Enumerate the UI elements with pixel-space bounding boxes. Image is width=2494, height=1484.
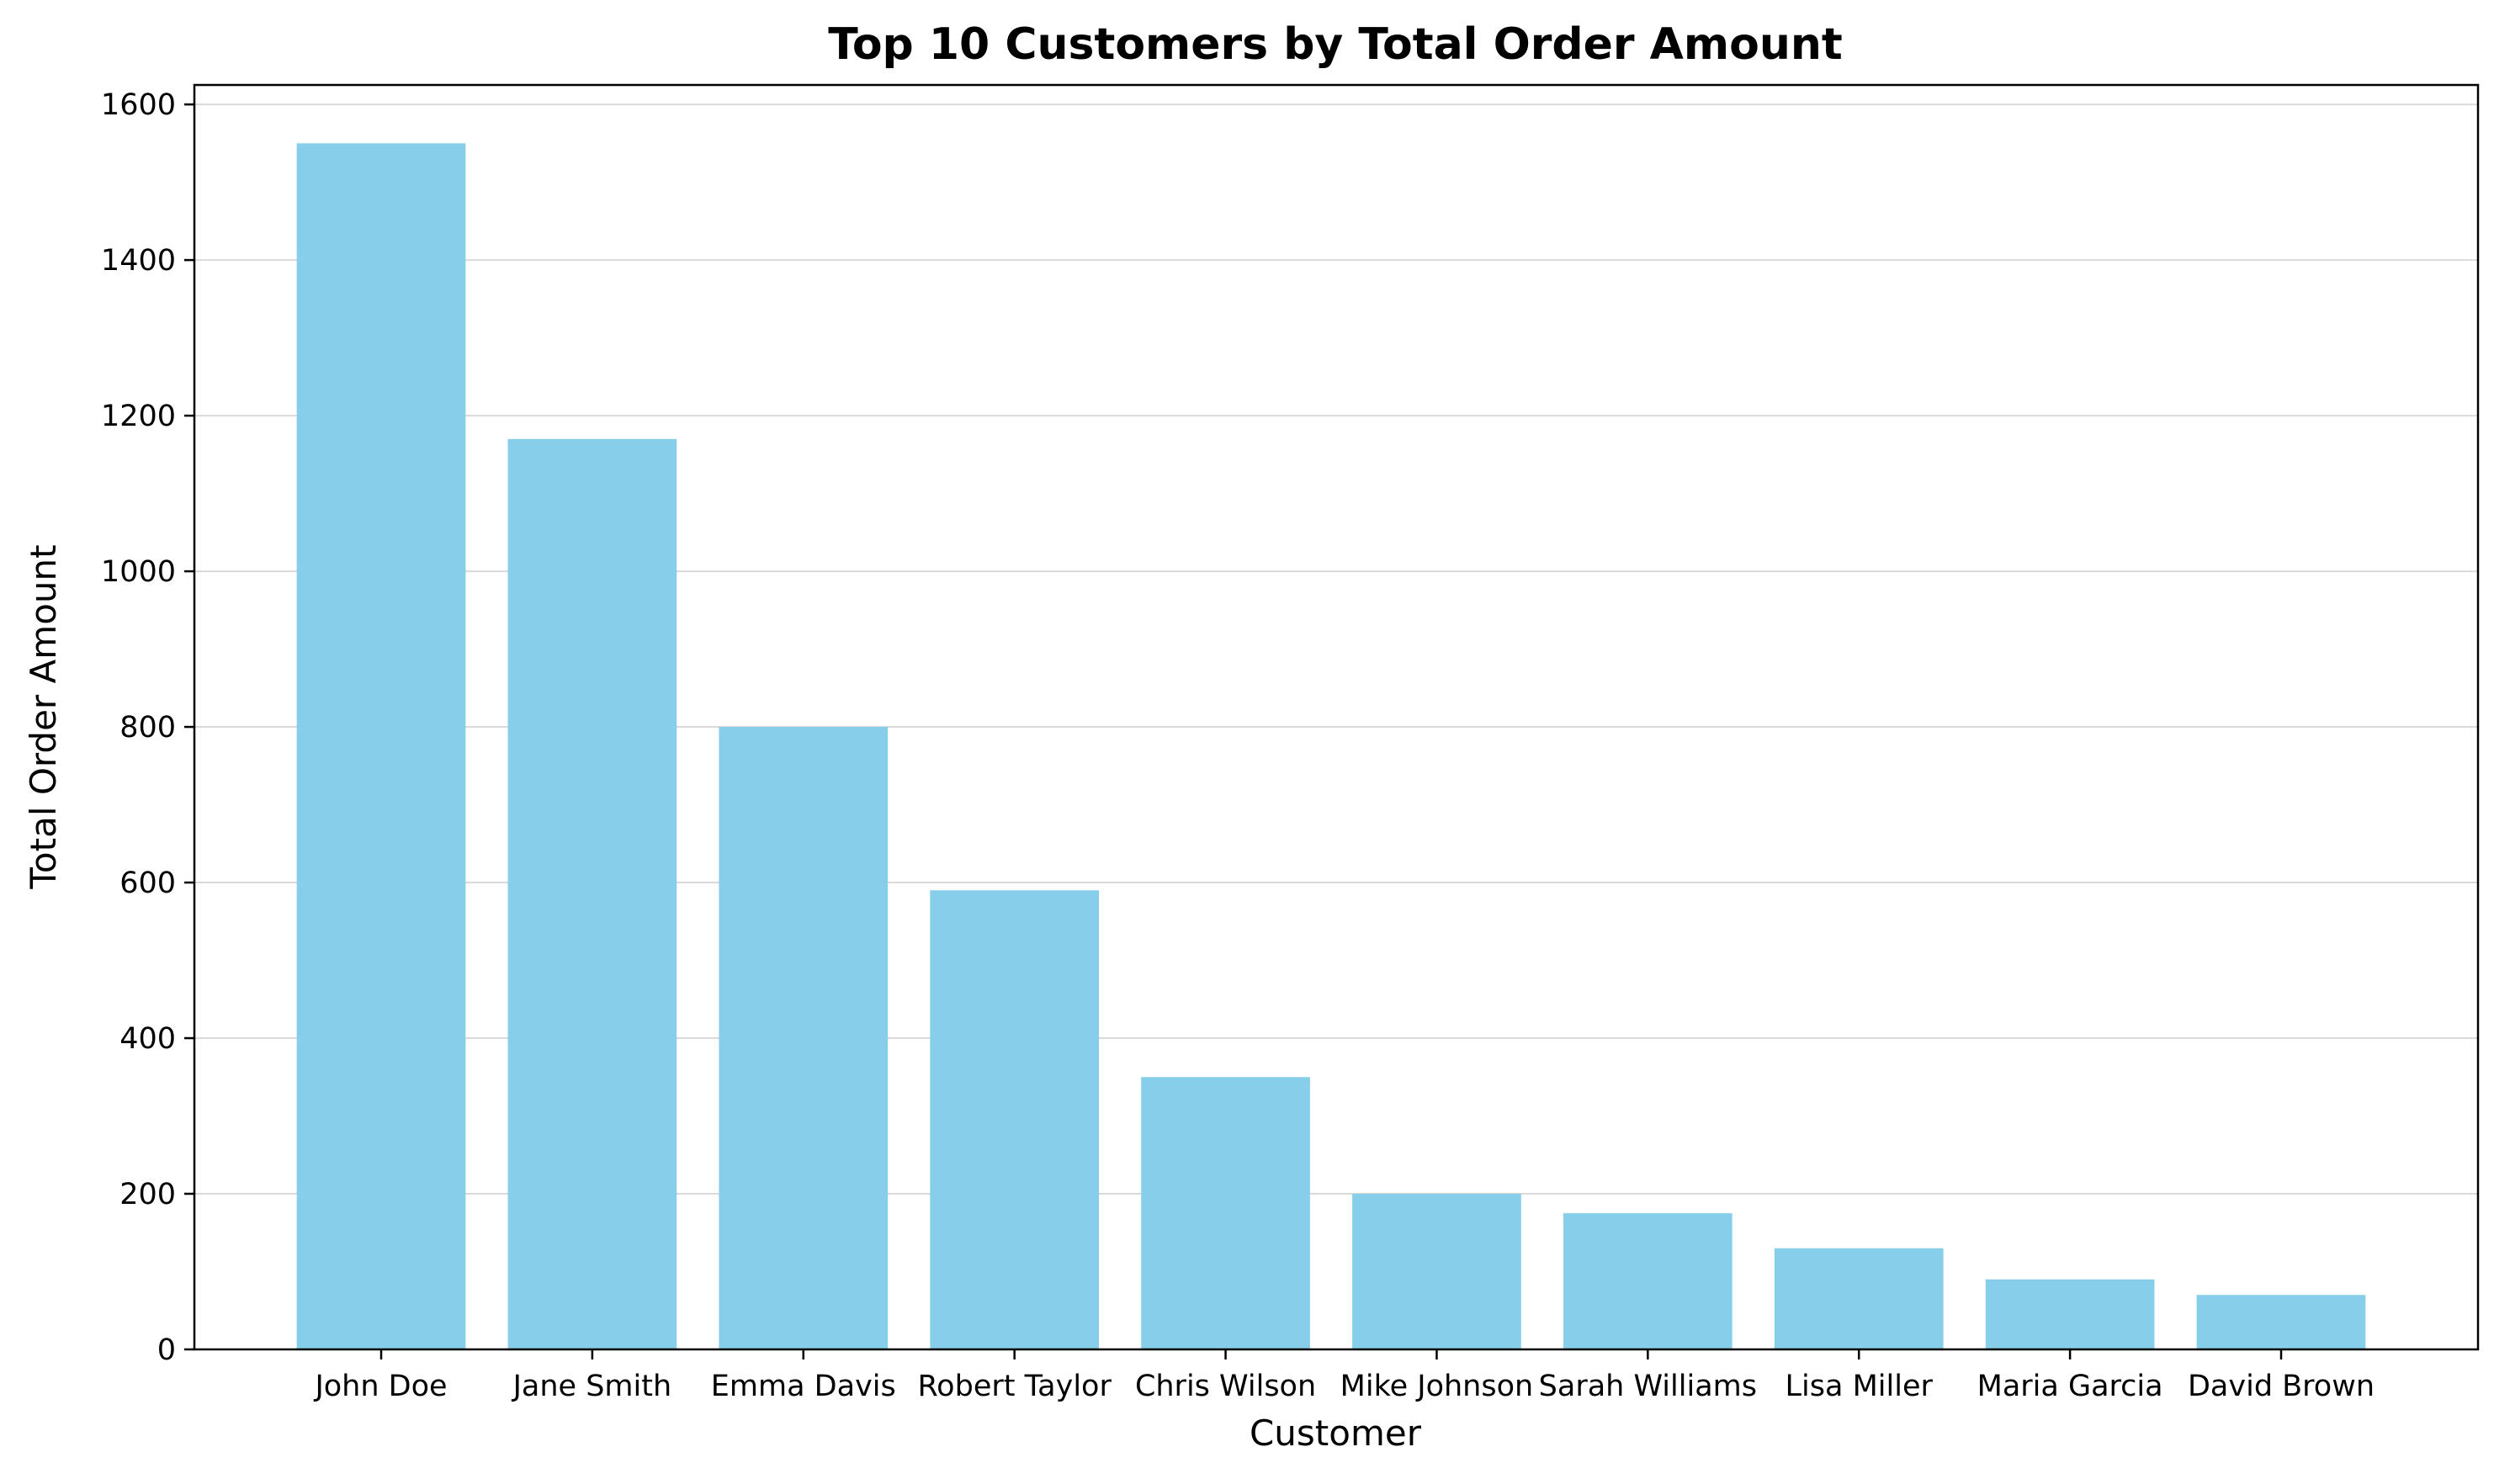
bars xyxy=(296,143,2366,1349)
bar-9 xyxy=(2196,1295,2366,1349)
x-axis-label: Customer xyxy=(1250,1412,1422,1454)
y-tick-label-5: 1000 xyxy=(101,555,176,589)
y-tick-label-7: 1400 xyxy=(101,244,176,278)
x-axis-ticks: John Doe Jane Smith Emma Davis Robert Taylo… xyxy=(313,1349,2375,1403)
x-tick-label-4: Chris Wilson xyxy=(1135,1370,1316,1403)
x-tick-label-1: Jane Smith xyxy=(512,1370,672,1403)
y-tick-label-1: 200 xyxy=(119,1178,176,1211)
bar-4 xyxy=(1141,1077,1310,1349)
bar-3 xyxy=(930,890,1100,1349)
y-tick-label-0: 0 xyxy=(157,1333,176,1367)
y-tick-label-3: 600 xyxy=(119,867,176,900)
x-tick-label-2: Emma Davis xyxy=(711,1370,896,1403)
x-tick-label-9: David Brown xyxy=(2188,1370,2375,1403)
y-tick-label-2: 400 xyxy=(119,1022,176,1056)
x-tick-label-6: Sarah Williams xyxy=(1539,1370,1757,1403)
bar-6 xyxy=(1563,1213,1733,1349)
x-tick-label-7: Lisa Miller xyxy=(1786,1370,1934,1403)
x-tick-label-5: Mike Johnson xyxy=(1340,1370,1534,1403)
y-tick-label-4: 800 xyxy=(119,711,176,745)
plot-frame xyxy=(193,83,2480,1351)
bar-7 xyxy=(1774,1248,1944,1349)
bar-8 xyxy=(1985,1279,2155,1349)
bar-5 xyxy=(1352,1194,1521,1349)
y-tick-label-6: 1200 xyxy=(101,400,176,433)
x-tick-label-8: Maria Garcia xyxy=(1977,1370,2163,1403)
bar-2 xyxy=(719,727,889,1349)
y-axis-label: Total Order Amount xyxy=(23,544,64,889)
y-tick-label-8: 1600 xyxy=(101,88,176,122)
y-axis-ticks: 0 200 400 600 800 1000 1200 1400 1600 xyxy=(101,88,194,1367)
x-tick-label-0: John Doe xyxy=(313,1370,447,1403)
x-tick-label-3: Robert Taylor xyxy=(917,1370,1112,1403)
bar-0 xyxy=(296,143,466,1349)
bar-1 xyxy=(507,438,677,1349)
chart-title: Top 10 Customers by Total Order Amount xyxy=(828,19,1842,70)
